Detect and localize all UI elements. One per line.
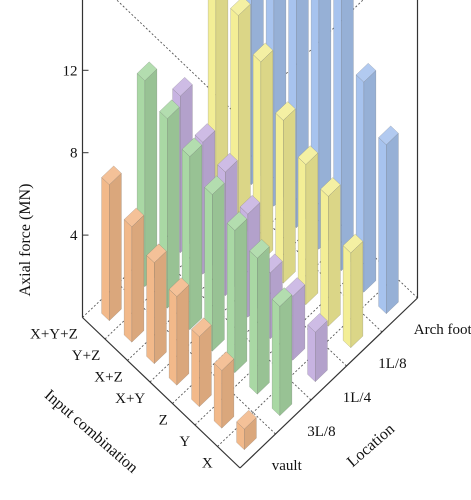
bar	[101, 165, 122, 322]
bar	[168, 277, 190, 386]
z-tick-label: 4	[70, 228, 78, 244]
bar	[297, 145, 319, 306]
bar	[213, 351, 235, 429]
x-category-label: Arch foot	[414, 322, 471, 338]
bar	[378, 125, 399, 315]
z-tick-label: 8	[70, 146, 78, 162]
bar	[320, 177, 341, 327]
x-axis-title: Location	[344, 421, 398, 471]
x-category-label: 1L/4	[343, 390, 372, 406]
y-category-label: Y	[179, 434, 190, 450]
x-category-label: 1L/8	[378, 356, 406, 372]
front-frame	[82, 0, 419, 469]
x-category-label: vault	[272, 458, 303, 474]
bar	[146, 243, 167, 365]
y-category-label: Z	[159, 412, 168, 428]
bar	[123, 207, 145, 343]
y-category-label: Y+Z	[72, 348, 100, 364]
z-tick-label: 12	[63, 63, 78, 79]
y-category-label: X	[202, 455, 213, 471]
y-axis-line	[82, 317, 241, 469]
x-category-label: 3L/8	[307, 424, 335, 440]
bar	[271, 287, 293, 417]
bar	[275, 101, 296, 284]
y-category-label: X+Y+Z	[30, 326, 78, 342]
bar	[249, 239, 270, 395]
y-category-label: X+Z	[94, 369, 122, 385]
x-axis-line	[239, 297, 418, 469]
bar	[307, 313, 328, 383]
bar	[226, 211, 248, 374]
z-axis-title: Axial force (MN)	[17, 184, 34, 297]
y-category-label: X+Y	[115, 391, 145, 407]
bar	[204, 175, 225, 352]
bar	[342, 233, 364, 349]
bar	[236, 409, 257, 451]
bars	[101, 0, 399, 451]
bar	[191, 317, 212, 408]
